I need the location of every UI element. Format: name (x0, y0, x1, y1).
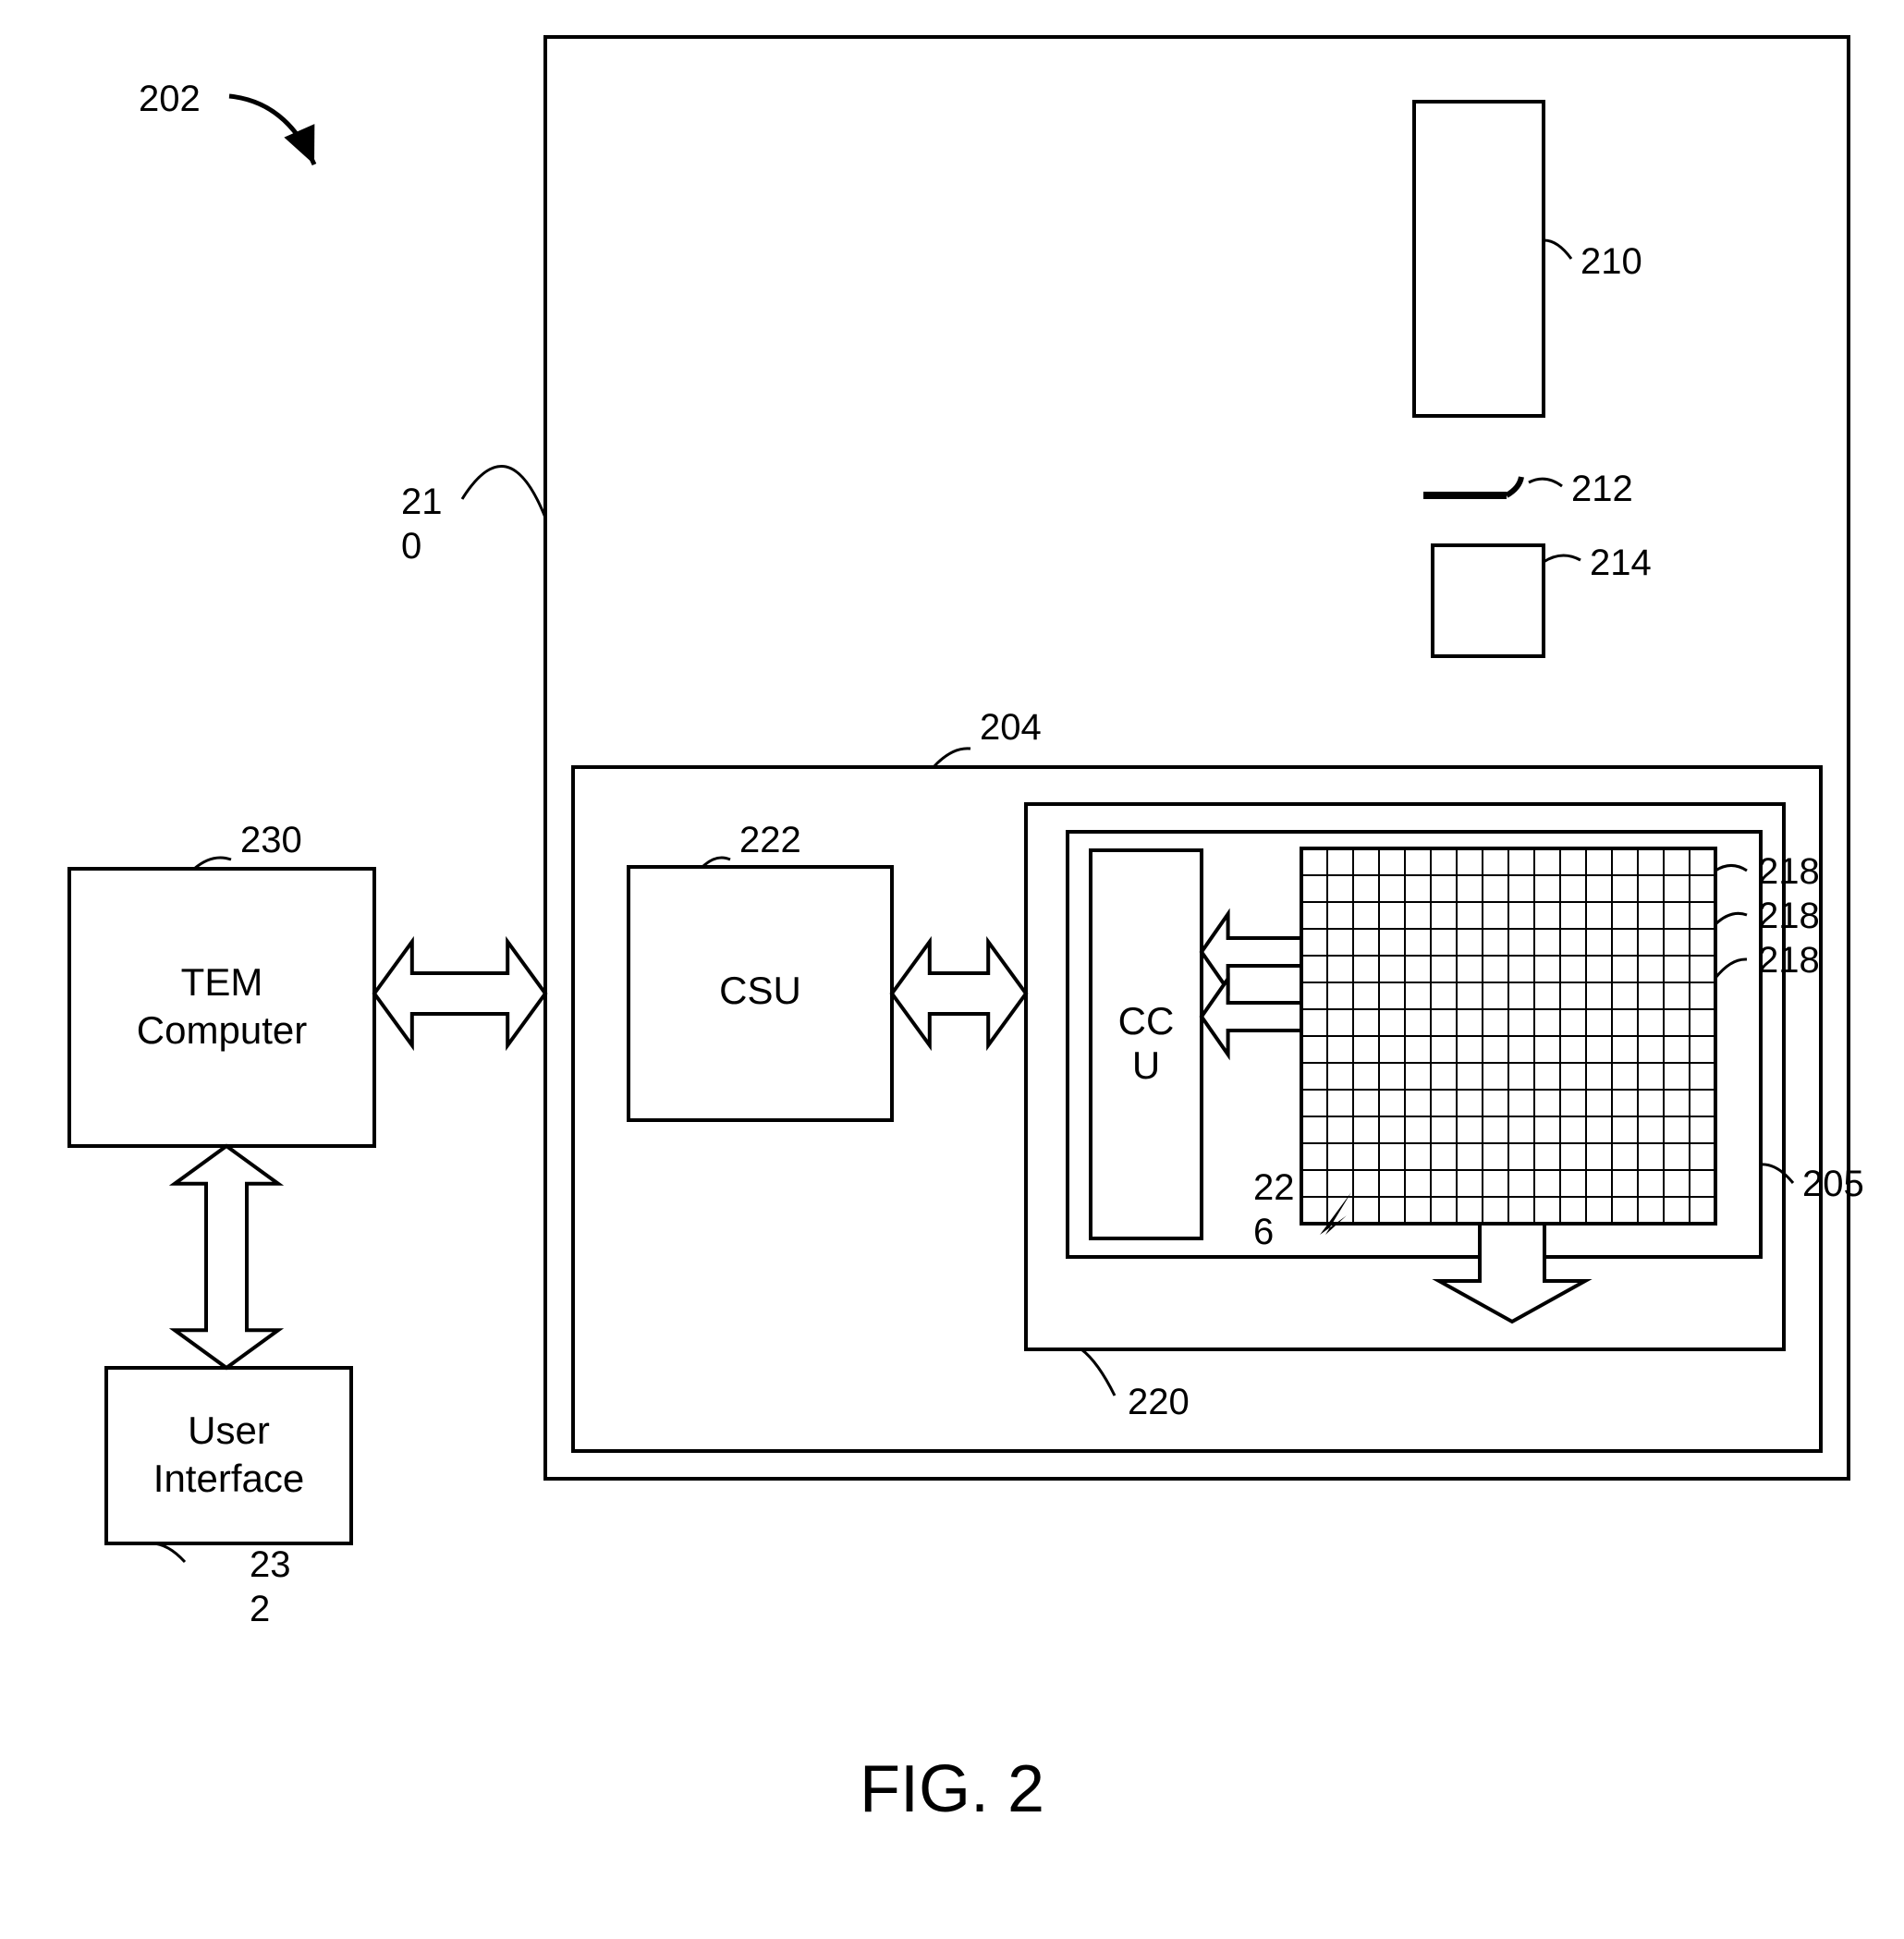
ref-l222: 222 (739, 820, 801, 860)
ui-text2: Interface (153, 1457, 304, 1500)
pixel-grid (1301, 848, 1715, 1224)
ref-l210b1: 21 (401, 482, 443, 522)
ref-l218a: 218 (1758, 851, 1820, 892)
pointer-202-head (284, 124, 314, 165)
ref-l212: 212 (1571, 469, 1633, 509)
ref-l214: 214 (1590, 543, 1652, 583)
box-210 (1414, 102, 1544, 416)
ref-l210a: 210 (1581, 241, 1642, 282)
ref-l202: 202 (139, 79, 201, 119)
ui-text1: User (188, 1409, 270, 1452)
leader (148, 1543, 185, 1562)
figure-caption: FIG. 2 (860, 1752, 1044, 1826)
ref-l232a: 23 (250, 1544, 291, 1585)
ref-l226a: 22 (1253, 1167, 1295, 1208)
ref-l226b: 6 (1253, 1212, 1274, 1252)
box-214 (1433, 545, 1544, 656)
leader-l210b (462, 466, 545, 518)
tem-text1: TEM (181, 960, 263, 1004)
ref-l220: 220 (1128, 1382, 1190, 1422)
ref-l210b2: 0 (401, 526, 421, 567)
ref-l205: 205 (1802, 1164, 1864, 1204)
arrow-tem-mid (374, 942, 545, 1045)
ref-l218c: 218 (1758, 940, 1820, 981)
ccu-text2: U (1132, 1043, 1160, 1087)
ref-l218b: 218 (1758, 896, 1820, 936)
csu-text: CSU (719, 969, 801, 1012)
tem-computer-box (69, 869, 374, 1146)
ref-l232b: 2 (250, 1589, 270, 1629)
user-interface-box (106, 1368, 351, 1543)
ccu-text1: CC (1118, 999, 1175, 1043)
arrow-tem-ui (175, 1146, 278, 1368)
ref-l230: 230 (240, 820, 302, 860)
tem-text2: Computer (137, 1008, 307, 1052)
ref-l204: 204 (980, 707, 1042, 748)
